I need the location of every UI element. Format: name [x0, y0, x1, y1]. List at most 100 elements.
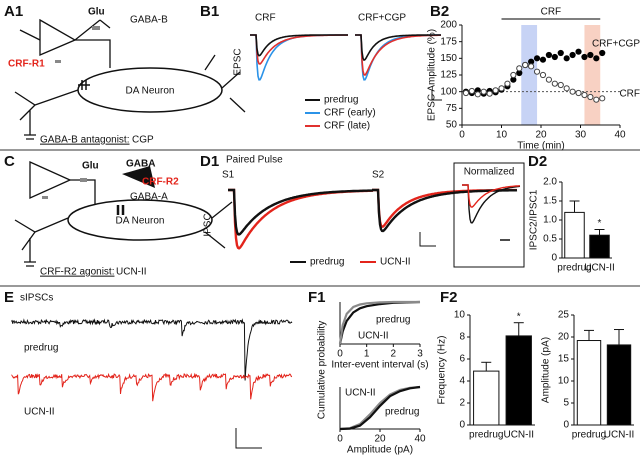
bar — [564, 211, 585, 259]
caption: UCN-II — [116, 267, 147, 278]
series-label: CRF — [619, 89, 640, 100]
y-label: EPSC Amplitude (%) — [427, 29, 438, 121]
data-point — [575, 89, 582, 97]
trace — [355, 34, 441, 62]
data-point — [557, 81, 564, 89]
label: GABA-A — [130, 192, 168, 203]
x-tick-label: 1 — [364, 349, 370, 360]
label: Normalized — [464, 167, 515, 178]
y-tick-label: 5 — [563, 398, 569, 409]
y-tick-label: 2 — [459, 398, 465, 409]
x-tick-label: predrug — [572, 430, 606, 441]
x-tick-label: 2 — [391, 349, 397, 360]
label: DA Neuron — [116, 216, 165, 227]
y-tick-label: 4 — [459, 376, 465, 387]
y-tick-label: 10 — [558, 376, 570, 387]
series-label: UCN-II — [358, 331, 389, 342]
traces — [250, 34, 441, 81]
data-point — [492, 87, 499, 94]
data-point — [587, 93, 594, 101]
data-point — [581, 91, 588, 99]
y-tick-label: 0 — [459, 420, 465, 431]
data-point — [599, 95, 606, 102]
data-point — [551, 80, 558, 87]
label: Glu — [88, 7, 105, 18]
caption: GABA-B antagonist: — [40, 135, 130, 146]
series-label: CRF+CGP — [592, 39, 640, 50]
trace — [372, 188, 517, 228]
x-tick-label: 20 — [374, 434, 386, 445]
panel-label: D2 — [528, 153, 547, 170]
data-point — [474, 91, 481, 98]
bar — [505, 335, 532, 426]
panel-label: E — [4, 289, 14, 306]
label: Glu — [82, 161, 99, 172]
data-point — [569, 51, 576, 59]
trace — [11, 318, 293, 381]
bar — [576, 340, 602, 426]
data-point — [557, 49, 564, 57]
y-tick-label: 15 — [558, 354, 570, 365]
y-tick-label: 0 — [551, 253, 557, 264]
trace-title: CRF — [255, 13, 276, 24]
y-tick-label: 1.0 — [543, 215, 557, 226]
y-tick-label: 75 — [446, 103, 458, 114]
data-point — [551, 53, 558, 61]
diagram-c — [14, 160, 233, 267]
data-point — [510, 71, 517, 79]
x-tick-label: 0 — [337, 434, 343, 445]
data-point — [563, 85, 570, 92]
label: predrug — [24, 343, 58, 354]
data-point — [569, 88, 576, 95]
data-point — [545, 76, 553, 83]
caption: CRF-R2 agonist: — [40, 267, 114, 278]
y-tick-label: 20 — [558, 332, 570, 343]
panel-label: C — [4, 153, 15, 170]
y-label: EPSC — [233, 48, 244, 75]
data-point — [522, 61, 529, 69]
label: S1 — [222, 170, 235, 181]
y-tick-label: 175 — [440, 36, 457, 47]
x-tick-label: predrug — [469, 430, 503, 441]
data-point — [575, 48, 582, 55]
label: DA Neuron — [126, 86, 175, 97]
data-point — [498, 85, 505, 92]
diagram-a1 — [14, 18, 246, 140]
legend-label: CRF (early) — [324, 108, 376, 119]
panel-label: F2 — [440, 289, 458, 306]
x-label: Amplitude (pA) — [347, 445, 413, 456]
annotation: * — [598, 218, 602, 229]
label: CRF-R2 — [142, 177, 179, 188]
caption: CGP — [132, 135, 154, 146]
x-tick-label: 20 — [535, 130, 547, 141]
trace — [372, 188, 518, 233]
y-tick-label: 125 — [440, 70, 457, 81]
y-tick-label: 25 — [558, 310, 570, 321]
bar — [606, 344, 632, 426]
panel-label: F1 — [308, 289, 326, 306]
panel-label: B1 — [200, 3, 219, 20]
label: CRF-R1 — [8, 59, 45, 70]
data-point — [486, 90, 493, 97]
legend-label: CRF (late) — [324, 121, 370, 132]
series-label: UCN-II — [345, 388, 376, 399]
x-tick-label: 3 — [417, 349, 423, 360]
scale-bar — [419, 232, 436, 247]
data-point — [593, 96, 600, 103]
trace-title: CRF+CGP — [358, 13, 406, 24]
y-tick-label: 2.0 — [543, 177, 557, 188]
trace-title: sIPSCs — [20, 293, 53, 304]
y-label: IPSC2/IPSC1 — [529, 189, 540, 250]
data-point — [462, 89, 470, 97]
y-label: Amplitude (pA) — [541, 337, 552, 403]
legend-label: predrug — [310, 257, 344, 268]
highlight — [521, 25, 538, 125]
y-label: Frequency (Hz) — [437, 336, 448, 405]
inset-box — [453, 162, 525, 268]
data-point — [528, 63, 535, 70]
traces — [11, 318, 293, 402]
label: UCN-II — [24, 407, 55, 418]
data-point — [468, 87, 475, 95]
data-point — [599, 49, 606, 57]
